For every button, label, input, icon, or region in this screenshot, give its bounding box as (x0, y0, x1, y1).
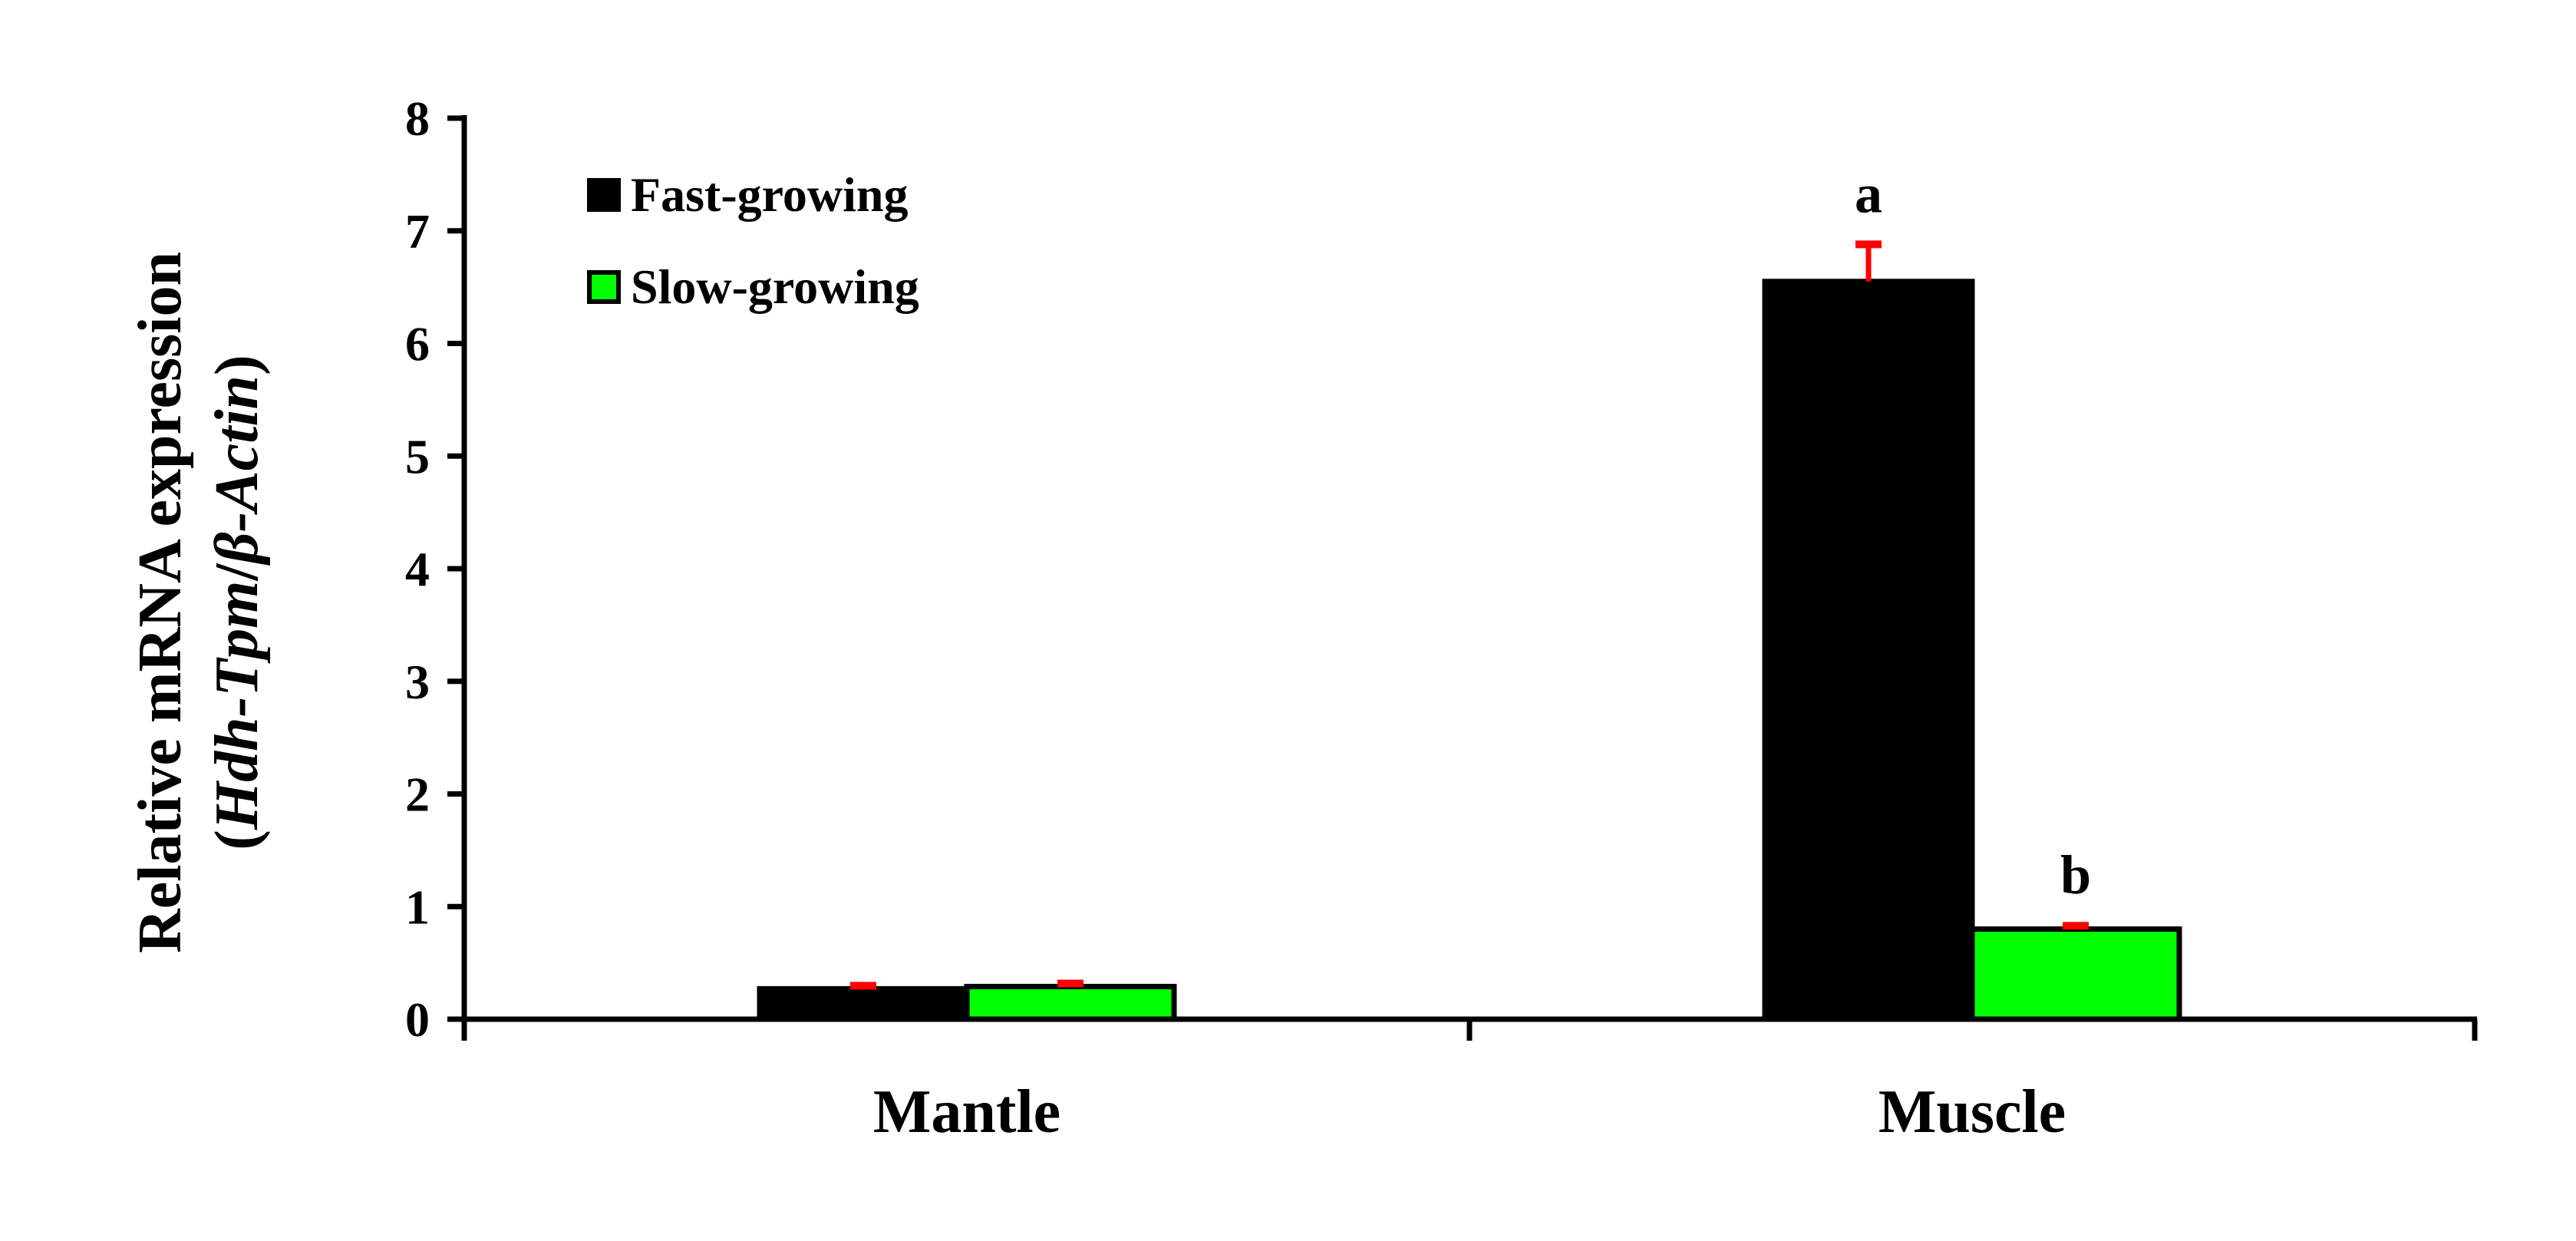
y-tick-label: 0 (405, 992, 430, 1047)
significance-label: b (2060, 844, 2091, 906)
x-category-label: Muscle (1878, 1078, 2066, 1146)
error-bars (850, 240, 2089, 990)
legend: Fast-growing Slow-growing (587, 167, 919, 314)
significance-labels: ab (1855, 163, 2091, 906)
y-tick-label: 4 (405, 542, 430, 596)
bar-fast-growing-mantle (757, 985, 970, 1022)
y-tick-label: 7 (405, 204, 430, 259)
y-axis-label-line2: (Hdh-Tpm/β-Actin) (203, 355, 271, 850)
y-tick-label: 6 (405, 317, 430, 371)
y-axis: 0 1 2 3 4 5 6 7 8 (405, 91, 467, 1047)
legend-swatch (587, 178, 621, 212)
bar-slow-growing-mantle (964, 983, 1177, 1022)
y-tick-label: 3 (405, 655, 430, 709)
x-axis: Mantle Muscle (447, 1016, 2478, 1146)
y-tick-label: 8 (405, 91, 430, 146)
y-tick-label: 1 (405, 880, 430, 934)
bars (757, 279, 2182, 1022)
legend-label: Fast-growing (631, 167, 908, 222)
y-axis-label-line1: Relative mRNA expression (127, 252, 194, 953)
x-category-label: Mantle (873, 1078, 1060, 1146)
legend-label: Slow-growing (631, 259, 919, 314)
legend-swatch (587, 270, 621, 304)
bar-slow-growing-muscle (1969, 926, 2182, 1022)
y-tick-label: 5 (405, 429, 430, 484)
bar-fast-growing-muscle (1762, 279, 1975, 1022)
y-tick-label: 2 (405, 767, 430, 822)
significance-label: a (1855, 163, 1882, 224)
y-axis-label: Relative mRNA expression (Hdh-Tpm/β-Acti… (127, 252, 271, 953)
